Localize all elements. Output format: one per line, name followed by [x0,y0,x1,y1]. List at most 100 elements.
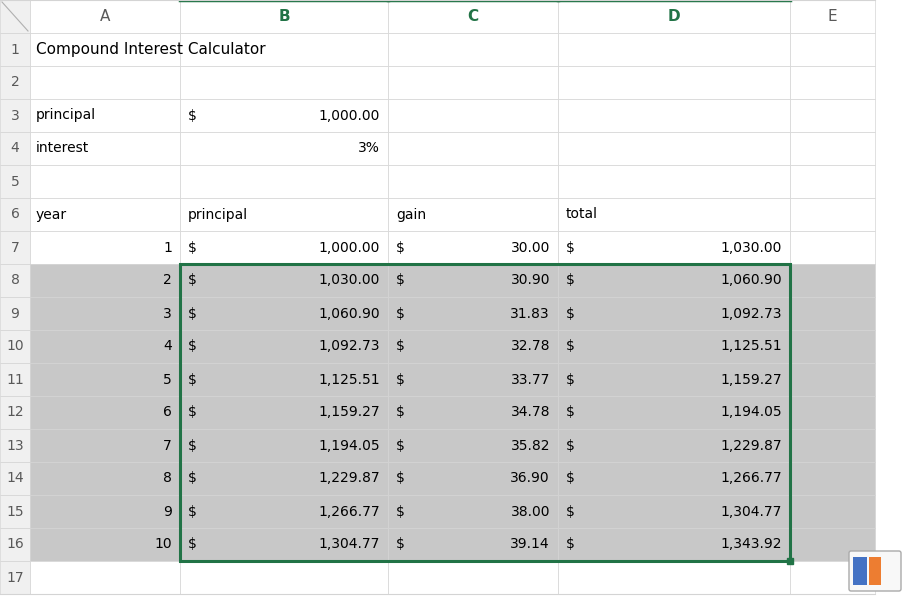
Bar [388,132,558,165]
Bar [180,495,388,528]
Bar [869,557,881,585]
Bar [180,264,790,561]
Text: Compound Interest Calculator: Compound Interest Calculator [36,42,266,57]
Text: $: $ [188,273,197,288]
Text: $: $ [566,471,575,486]
Text: 13: 13 [6,438,24,453]
Bar [180,297,388,330]
Text: $: $ [396,340,405,353]
Bar [180,99,388,132]
Bar [558,561,790,594]
Bar [790,330,875,363]
Text: 4: 4 [164,340,172,353]
Bar [388,528,558,561]
Bar [388,198,558,231]
Bar [0,462,30,495]
Bar [558,429,790,462]
Bar [30,495,180,528]
Text: 1: 1 [163,240,172,255]
Bar [558,231,790,264]
Text: year: year [36,208,67,221]
Text: $: $ [396,373,405,386]
Bar [30,462,180,495]
Text: 1,194.05: 1,194.05 [720,405,782,420]
Text: 10: 10 [6,340,24,353]
Bar [558,495,790,528]
Bar [0,33,30,66]
Text: 9: 9 [163,505,172,518]
Text: $: $ [188,538,197,551]
Text: $: $ [566,307,575,321]
Bar [30,33,180,66]
Bar [388,0,558,33]
Text: $: $ [396,438,405,453]
Text: $: $ [566,405,575,420]
Text: $: $ [188,505,197,518]
Bar [0,231,30,264]
Text: 12: 12 [6,405,24,420]
Text: $: $ [566,240,575,255]
Bar [558,33,790,66]
Bar [790,297,875,330]
Text: 5: 5 [11,175,19,188]
Text: 17: 17 [6,570,24,584]
Text: gain: gain [396,208,426,221]
FancyBboxPatch shape [849,551,901,591]
Text: 1,125.51: 1,125.51 [720,340,782,353]
Bar [30,198,180,231]
Text: 8: 8 [11,273,19,288]
Bar [388,495,558,528]
Bar [558,66,790,99]
Bar [388,330,558,363]
Text: principal: principal [36,108,96,123]
Text: 16: 16 [6,538,24,551]
Text: 2: 2 [164,273,172,288]
Text: 30.00: 30.00 [511,240,550,255]
Bar [180,0,388,33]
Bar [30,231,180,264]
Bar [180,165,388,198]
Bar [180,528,388,561]
Bar [30,297,180,330]
Bar [790,363,875,396]
Text: 11: 11 [6,373,24,386]
Bar [558,132,790,165]
Bar [30,363,180,396]
Text: C: C [467,9,479,24]
Bar [787,558,793,564]
Bar [790,0,875,33]
Text: $: $ [396,273,405,288]
Text: $: $ [566,505,575,518]
Bar [0,396,30,429]
Bar [0,66,30,99]
Text: 9: 9 [11,307,19,321]
Bar [790,231,875,264]
Bar [30,132,180,165]
Text: $: $ [188,340,197,353]
Text: 33.77: 33.77 [511,373,550,386]
Text: 1,266.77: 1,266.77 [318,505,380,518]
Text: 30.90: 30.90 [511,273,550,288]
Bar [30,66,180,99]
Text: B: B [278,9,290,24]
Text: $: $ [566,538,575,551]
Bar [558,330,790,363]
Bar [558,462,790,495]
Bar [790,462,875,495]
Text: 1,030.00: 1,030.00 [720,240,782,255]
Text: 1,000.00: 1,000.00 [319,240,380,255]
Text: 4: 4 [11,142,19,155]
Bar [790,396,875,429]
Bar [790,264,875,297]
Text: $: $ [188,240,197,255]
Text: 34.78: 34.78 [511,405,550,420]
Bar [388,561,558,594]
Text: 1,304.77: 1,304.77 [720,505,782,518]
Text: 1,000.00: 1,000.00 [319,108,380,123]
Bar [180,264,388,297]
Text: 32.78: 32.78 [511,340,550,353]
Text: 1,343.92: 1,343.92 [720,538,782,551]
Text: $: $ [188,307,197,321]
Bar [558,363,790,396]
Bar [30,264,180,297]
